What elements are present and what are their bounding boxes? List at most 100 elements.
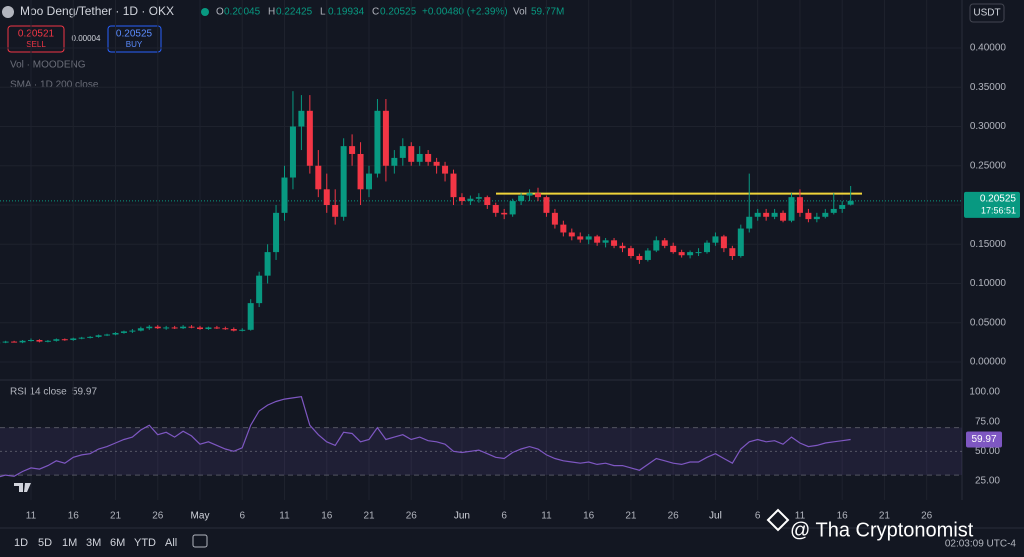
indicator-label[interactable]: SMA · 1D 200 close	[10, 80, 99, 91]
candle-body	[289, 126, 296, 178]
candle-body	[273, 212, 280, 253]
spread: 0.00004	[72, 34, 101, 43]
x-tick-label: 21	[110, 511, 122, 522]
toolbar: 1D 5D 1M 3M 6M YTD All	[14, 537, 177, 549]
x-tick-label: 11	[795, 511, 806, 522]
candle-body	[771, 212, 778, 217]
ohlc-text: 0.19934	[328, 7, 365, 18]
x-tick-label: 21	[625, 511, 637, 522]
candle-body	[382, 110, 389, 166]
candle-body	[627, 248, 634, 257]
y-tick-label: 0.15000	[970, 239, 1007, 250]
candle-body	[442, 165, 449, 174]
ohlc-text: 59.77M	[531, 7, 564, 18]
candle-body	[720, 236, 727, 249]
symbol-icon	[2, 6, 14, 18]
last-price-label: 0.20525	[980, 194, 1017, 205]
rsi-value-box	[966, 431, 1002, 448]
x-tick-label: 16	[583, 511, 595, 522]
candle-body	[298, 110, 305, 127]
candle-body	[754, 212, 761, 217]
candle-body	[19, 340, 26, 343]
candle-body	[137, 328, 144, 331]
last-price-box	[964, 191, 1020, 218]
x-tick-label: 21	[879, 511, 891, 522]
rsi-value-label: 59.97	[971, 434, 996, 445]
x-tick-label: 16	[321, 511, 333, 522]
candle-body	[95, 335, 102, 337]
calendar-icon[interactable]	[192, 534, 208, 548]
y-tick-label: 0.10000	[970, 278, 1007, 289]
candle-body	[501, 212, 508, 215]
candle-body	[450, 173, 457, 198]
candle-body	[104, 334, 111, 336]
currency-box[interactable]	[969, 3, 1005, 23]
clock: 02:03:09 UTC-4	[945, 539, 1017, 550]
candle-body	[180, 326, 187, 329]
candle-body	[746, 216, 753, 229]
rsi-tick-label: 100.00	[969, 387, 1000, 398]
candle-body	[433, 161, 440, 166]
candle-body	[2, 341, 9, 343]
candle-body	[763, 212, 770, 217]
ohlc: O 0.20045 H 0.22425 L 0.19934 C 0.20525 +0.00480…	[216, 7, 564, 18]
candle-body	[560, 224, 567, 233]
range-button[interactable]: 1M	[62, 537, 77, 549]
sell-button[interactable]	[7, 25, 65, 53]
candle-body	[129, 330, 136, 332]
candle-body	[163, 327, 170, 329]
x-tick-label: Jul	[709, 511, 722, 522]
range-button[interactable]: 6M	[110, 537, 125, 549]
candle-body	[729, 248, 736, 257]
candle-body	[36, 340, 43, 342]
candle-body	[213, 327, 220, 329]
candle-body	[425, 153, 432, 162]
rsi-line	[0, 396, 851, 478]
candle-body	[695, 252, 702, 254]
candle-body	[636, 256, 643, 260]
candle-body	[458, 197, 465, 202]
candle-body	[349, 146, 356, 154]
candle-body	[551, 212, 558, 225]
range-button[interactable]: 5D	[38, 537, 52, 549]
indicator-label[interactable]: Vol · MOODENG	[10, 60, 86, 71]
candle-body	[543, 197, 550, 213]
candle-body	[408, 146, 415, 162]
candle-body	[805, 212, 812, 220]
candle-body	[780, 212, 787, 221]
candle-body	[374, 110, 381, 174]
x-tick-label: 16	[837, 511, 849, 522]
range-button[interactable]: 3M	[86, 537, 101, 549]
x-tick-label: 6	[239, 511, 245, 522]
x-tick-label: 6	[501, 511, 507, 522]
rsi-tick-label: 75.00	[975, 416, 1000, 427]
candle-body	[239, 329, 246, 331]
y-tick-label: 0.30000	[970, 121, 1007, 132]
ohlc-text: L	[320, 7, 326, 18]
range-button[interactable]: YTD	[134, 537, 156, 549]
x-tick-label: 16	[68, 511, 80, 522]
candle-body	[611, 240, 618, 246]
candle-body	[712, 236, 719, 243]
candle-body	[661, 240, 668, 246]
currency: USDT	[973, 8, 1000, 19]
rsi-tick-label: 25.00	[975, 476, 1000, 487]
ohlc-text: 0.22425	[276, 7, 313, 18]
logo	[14, 483, 31, 492]
candle-body	[340, 146, 347, 217]
candle-body	[644, 250, 651, 260]
ohlc-text: C	[372, 7, 379, 18]
candle-body	[323, 189, 330, 205]
symbol[interactable]: Moo Deng/Tether · 1D · OKX	[20, 4, 174, 18]
status-dot	[201, 8, 209, 16]
y-tick-label: 0.00000	[970, 357, 1007, 368]
candle-body	[788, 197, 795, 221]
candle-body	[146, 326, 153, 329]
buy-button[interactable]	[107, 25, 162, 53]
candle-body	[112, 332, 119, 335]
x-tick-label: 11	[279, 511, 290, 522]
candle-body	[475, 197, 482, 199]
candle-body	[315, 165, 322, 190]
range-button[interactable]: 1D	[14, 537, 28, 549]
range-button[interactable]: All	[165, 537, 177, 549]
